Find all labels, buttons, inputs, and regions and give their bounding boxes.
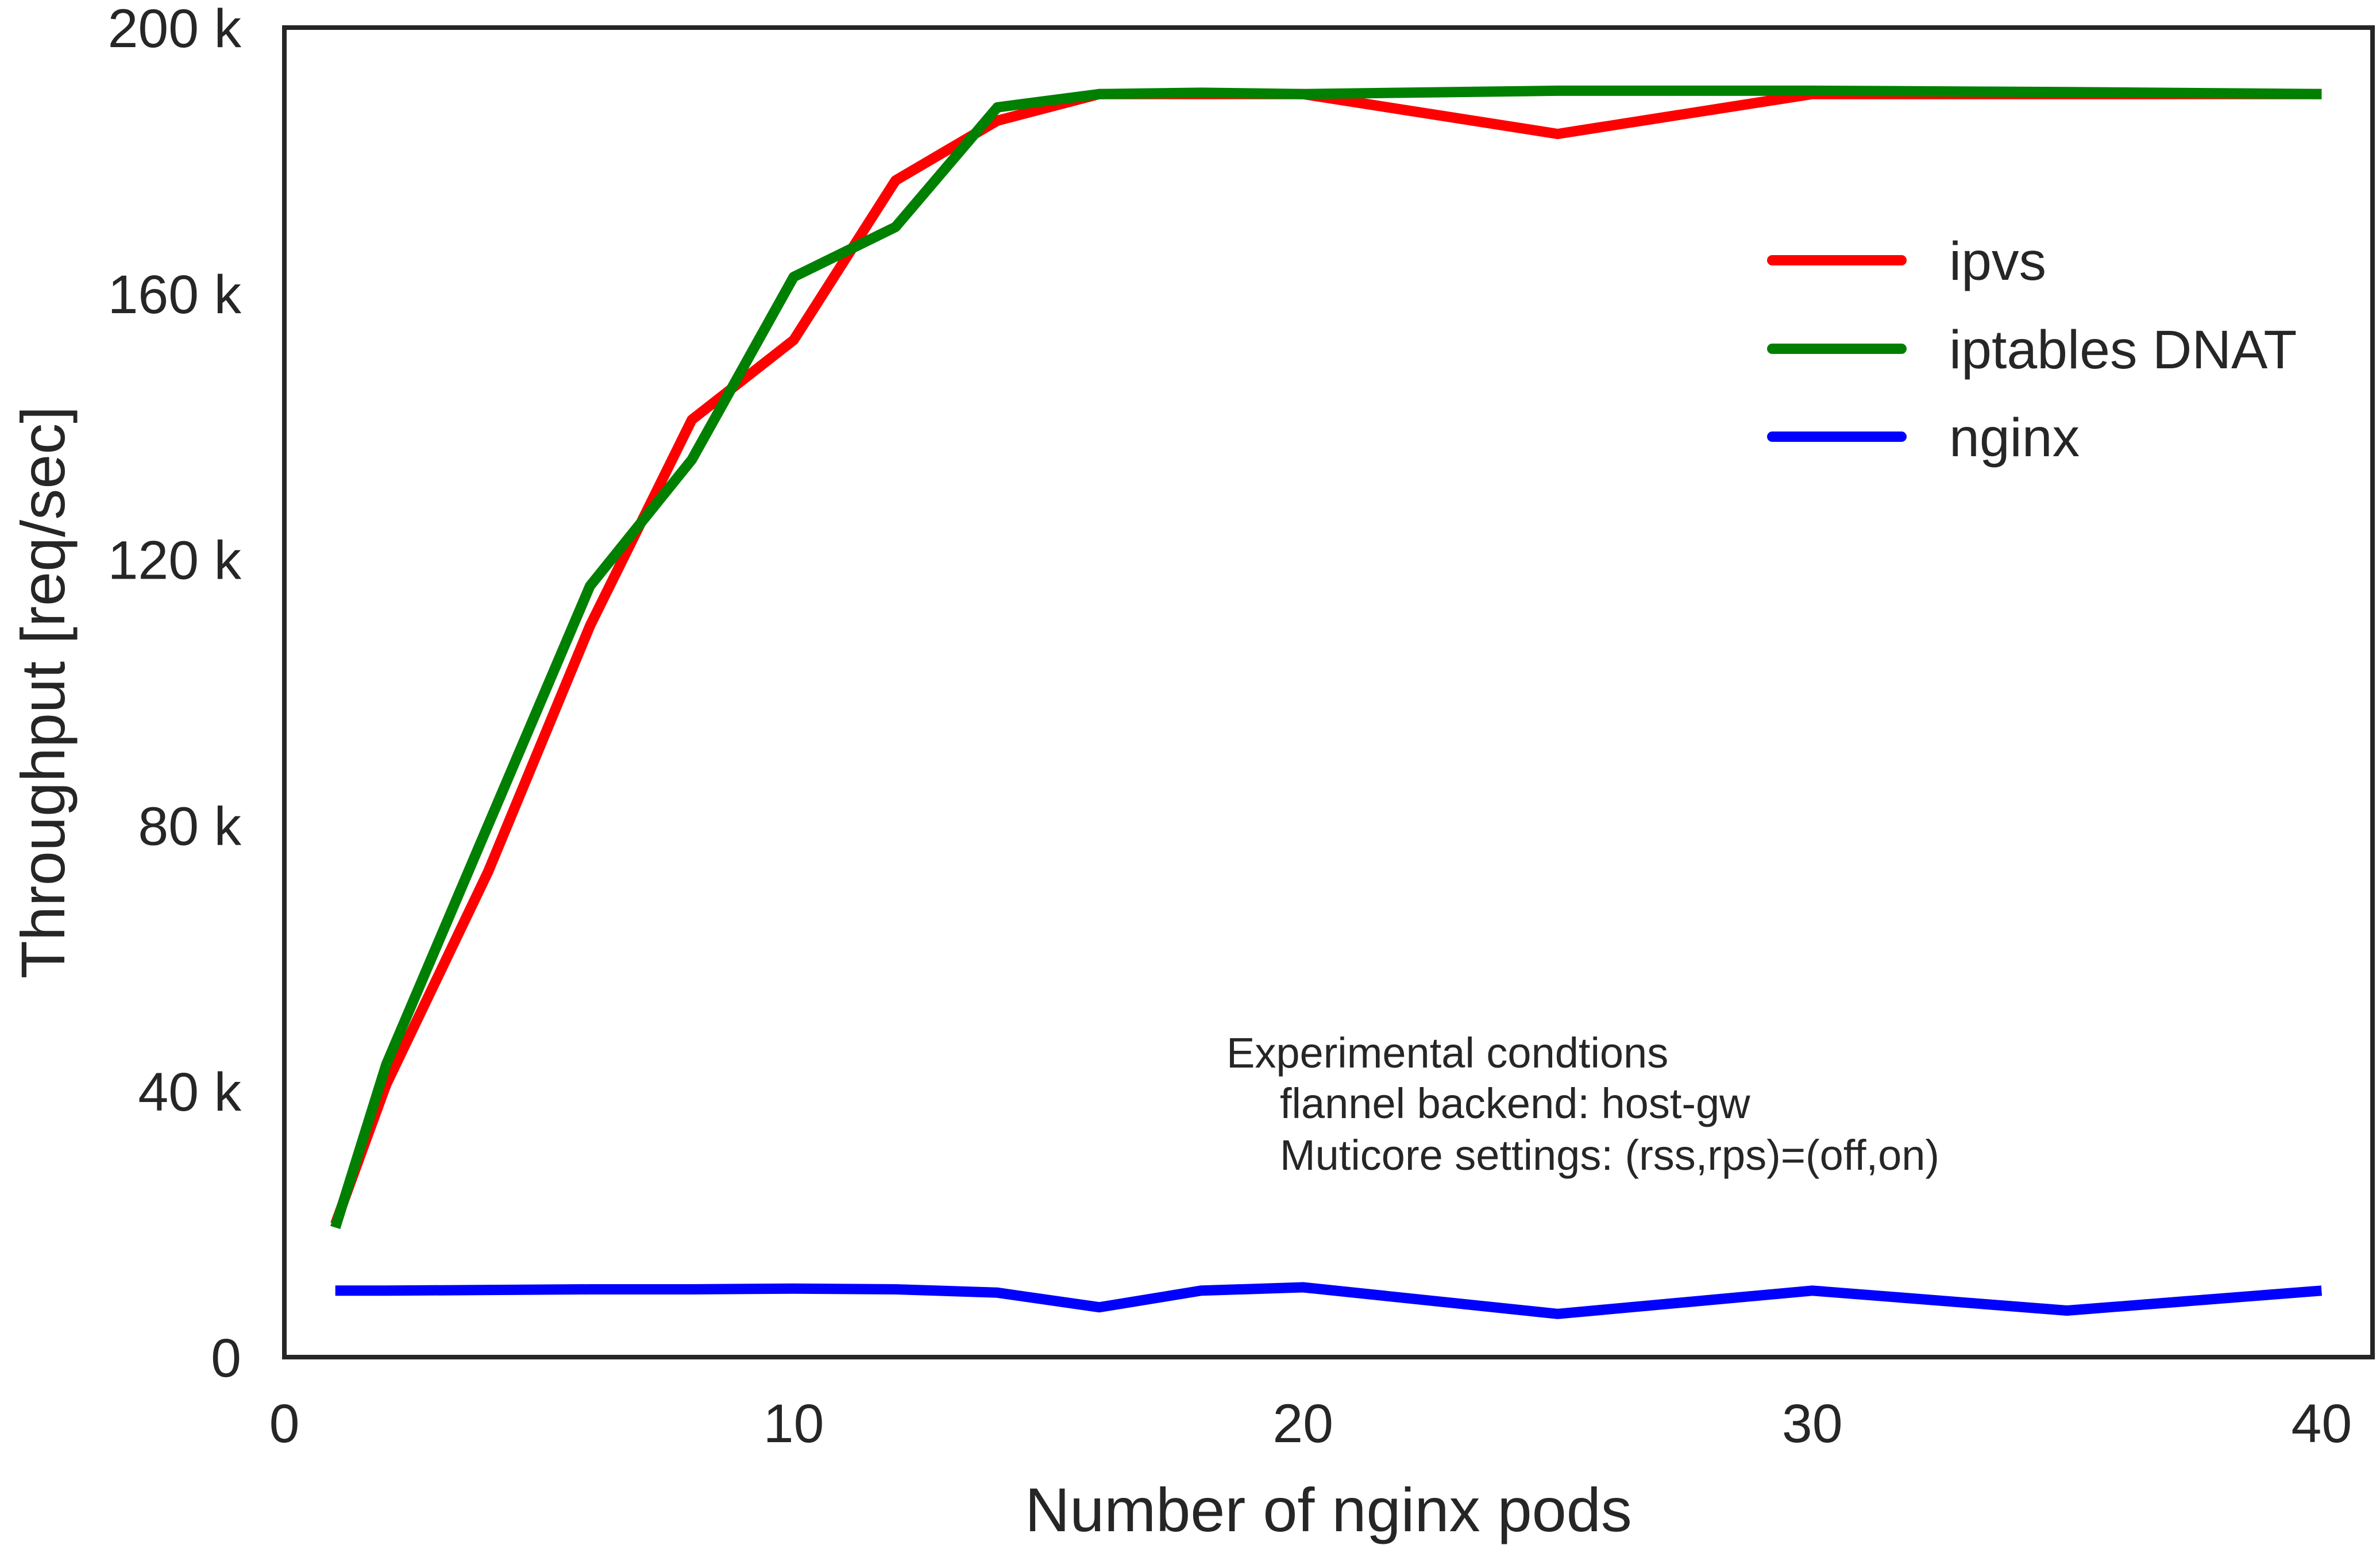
x-tick-label: 20 xyxy=(1272,1393,1333,1454)
annotation-line: flannel backend: host-gw xyxy=(1280,1080,1750,1127)
annotation-line: Experimental condtions xyxy=(1226,1029,1668,1077)
y-tick-label: 200 k xyxy=(108,0,242,59)
legend: ipvs iptables DNAT nginx xyxy=(1767,231,2297,468)
series-line-nginx xyxy=(335,1282,2323,1319)
y-tick-label: 80 k xyxy=(138,796,241,857)
legend-label-ipvs: ipvs xyxy=(1949,231,2046,292)
y-axis-ticks: 0 40 k 80 k 120 k 160 k 200 k xyxy=(108,0,242,1389)
x-tick-label: 40 xyxy=(2292,1393,2352,1454)
x-tick-label: 30 xyxy=(1782,1393,1843,1454)
plot-area xyxy=(330,85,2323,1319)
y-tick-label: 160 k xyxy=(108,264,242,325)
x-tick-label: 10 xyxy=(763,1393,824,1454)
series-line-ipvs xyxy=(330,88,2322,1226)
legend-label-iptables-dnat: iptables DNAT xyxy=(1949,319,2297,380)
legend-label-nginx: nginx xyxy=(1949,407,2080,468)
y-tick-label: 40 k xyxy=(138,1062,241,1123)
series-line-iptables-dnat xyxy=(330,85,2322,1230)
annotation-line: Muticore settings: (rss,rps)=(off,on) xyxy=(1280,1131,1939,1179)
plot-frame xyxy=(282,25,2375,1359)
x-tick-label: 0 xyxy=(269,1393,300,1454)
y-axis-label: Throughput [req/sec] xyxy=(8,406,78,979)
y-tick-label: 120 k xyxy=(108,530,242,591)
x-axis-ticks: 0 10 20 30 40 xyxy=(269,1393,2352,1454)
x-axis-label: Number of nginx pods xyxy=(1025,1475,1632,1544)
y-tick-label: 0 xyxy=(211,1328,241,1389)
